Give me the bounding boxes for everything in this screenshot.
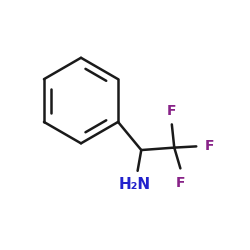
Text: F: F — [204, 140, 214, 153]
Text: H₂N: H₂N — [119, 177, 151, 192]
Text: F: F — [176, 176, 185, 190]
Text: F: F — [167, 104, 176, 118]
